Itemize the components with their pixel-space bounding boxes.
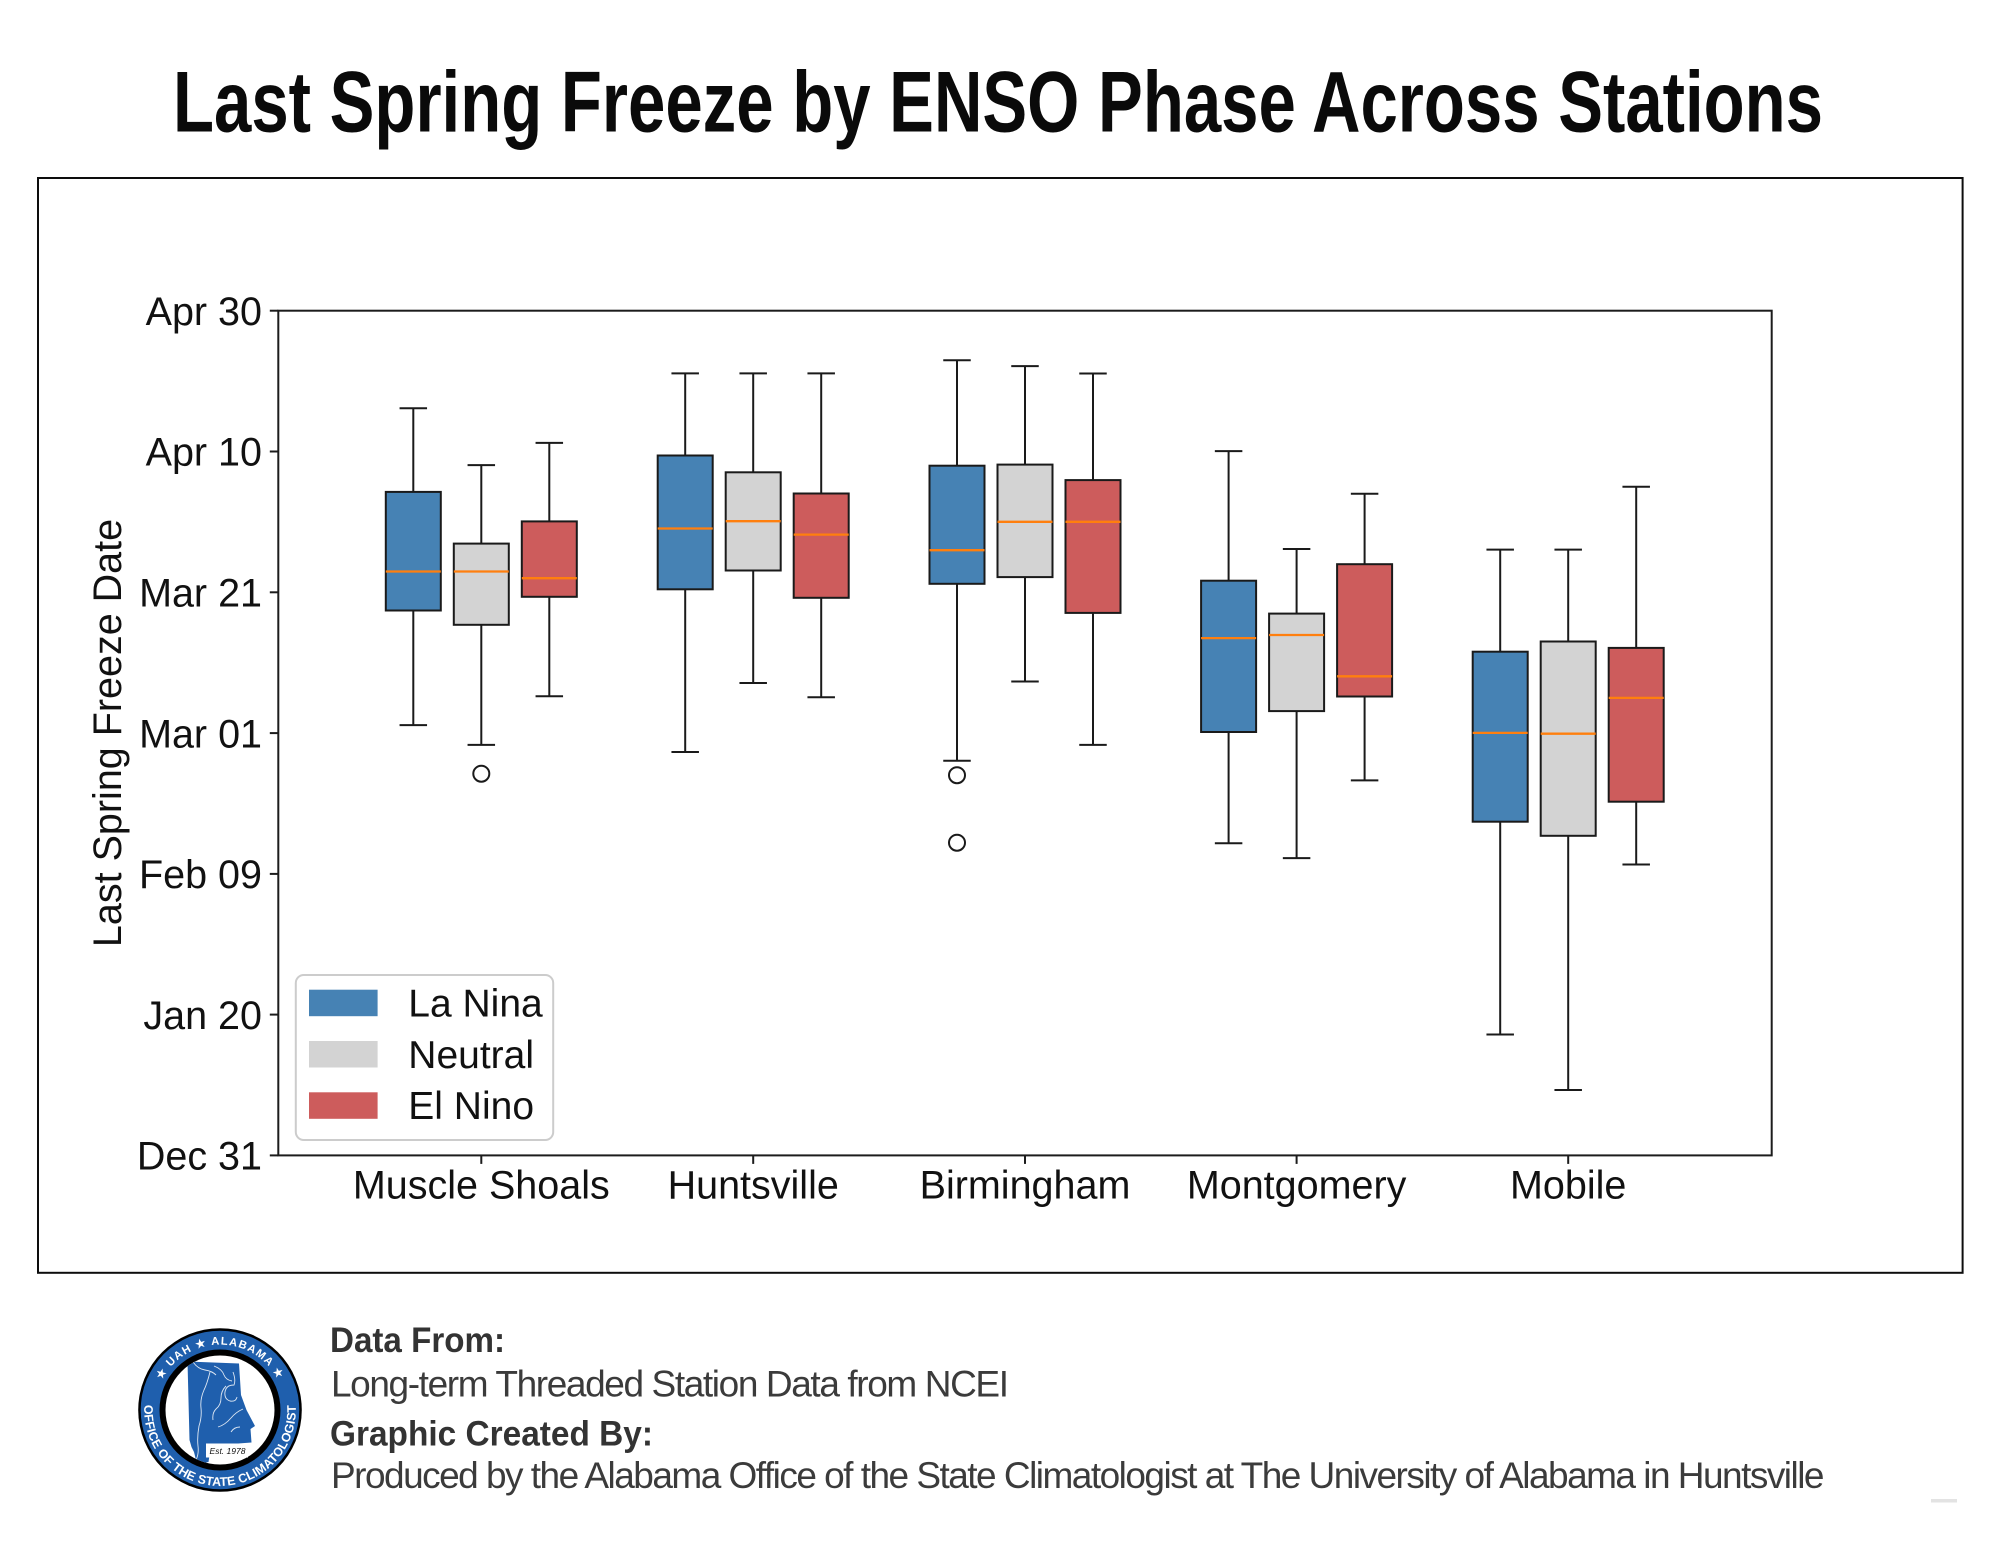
svg-text:Data From:: Data From: [330, 1320, 505, 1360]
svg-text:Huntsville: Huntsville [668, 1164, 839, 1208]
svg-text:Apr 30: Apr 30 [146, 290, 262, 334]
svg-text:Jan 20: Jan 20 [143, 994, 262, 1038]
svg-text:La Nina: La Nina [408, 983, 543, 1026]
svg-text:Feb 09: Feb 09 [139, 853, 262, 897]
svg-text:Long-term Threaded Station Dat: Long-term Threaded Station Data from NCE… [331, 1364, 1009, 1405]
svg-text:Apr 10: Apr 10 [146, 431, 262, 475]
svg-text:Last Spring Freeze by ENSO Pha: Last Spring Freeze by ENSO Phase Across … [173, 55, 1823, 151]
svg-text:Last Spring Freeze Date: Last Spring Freeze Date [86, 519, 130, 947]
svg-text:Dec 31: Dec 31 [137, 1135, 262, 1179]
svg-text:Est. 1978: Est. 1978 [210, 1446, 246, 1456]
svg-text:Mar 21: Mar 21 [139, 572, 262, 616]
svg-text:Mar 01: Mar 01 [139, 712, 262, 756]
svg-text:Montgomery: Montgomery [1187, 1164, 1407, 1208]
svg-text:Produced by the Alabama Office: Produced by the Alabama Office of the St… [331, 1455, 1824, 1496]
svg-text:Mobile: Mobile [1510, 1164, 1626, 1208]
svg-text:Graphic Created By:: Graphic Created By: [330, 1413, 653, 1453]
svg-text:El Nino: El Nino [408, 1085, 534, 1128]
svg-text:Birmingham: Birmingham [920, 1164, 1131, 1208]
svg-text:Muscle Shoals: Muscle Shoals [353, 1164, 610, 1208]
svg-text:Neutral: Neutral [408, 1034, 534, 1077]
